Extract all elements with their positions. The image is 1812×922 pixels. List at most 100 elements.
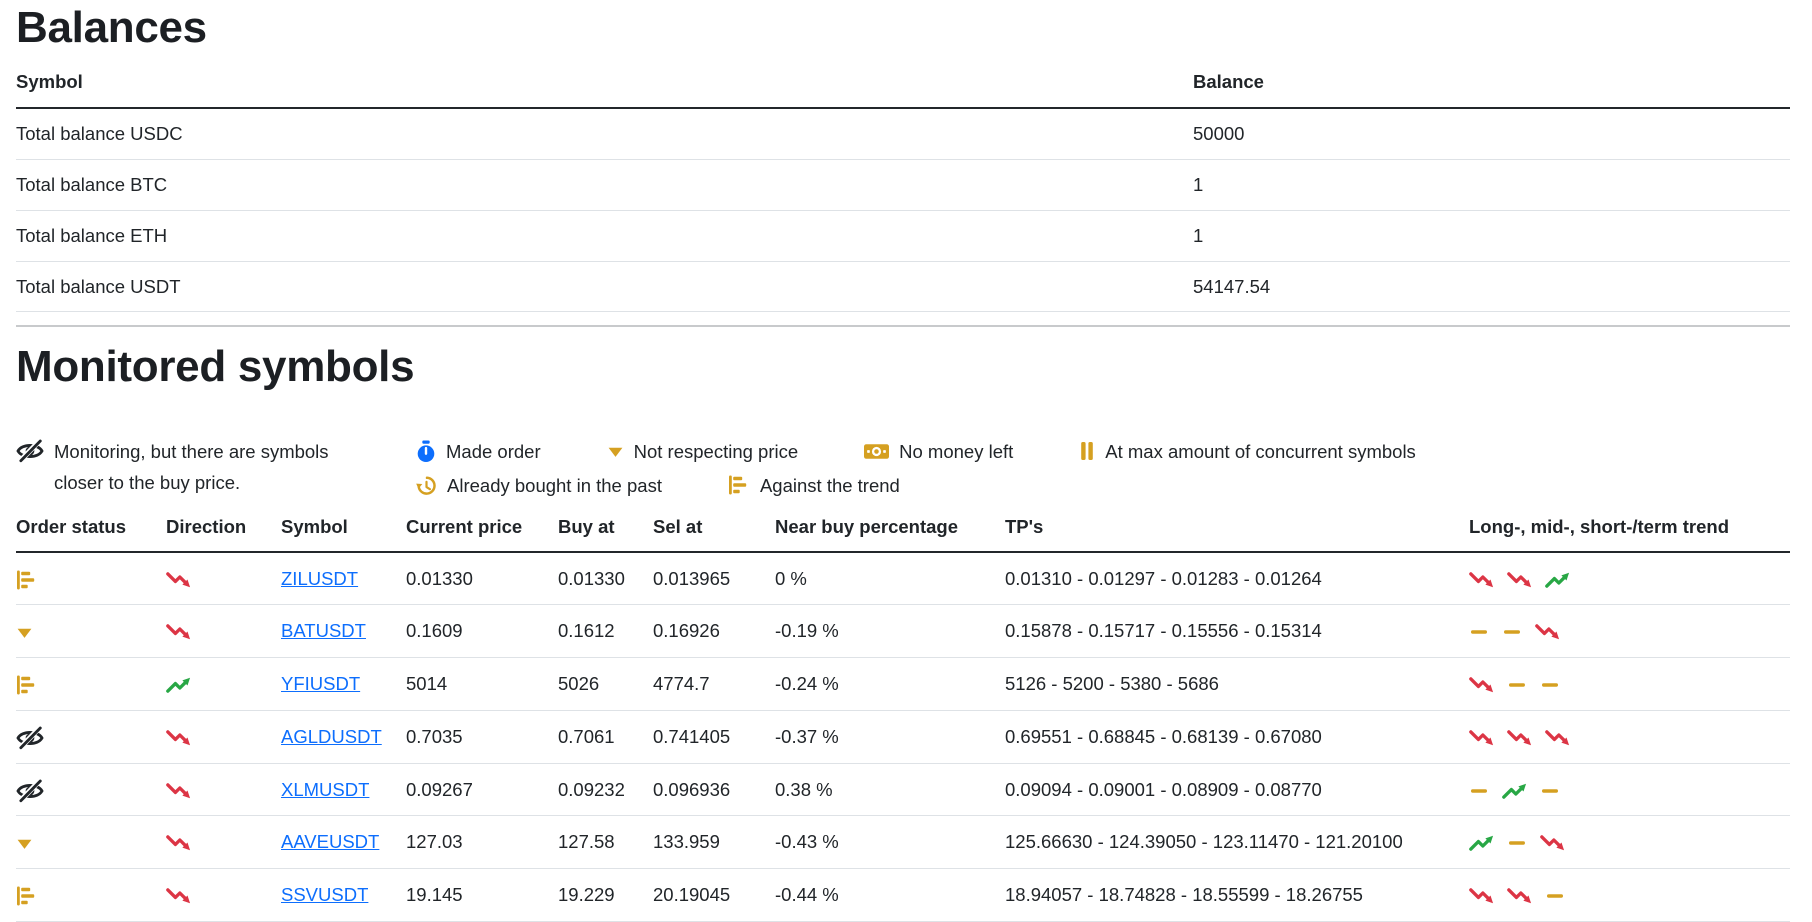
order-status-cell (16, 710, 166, 764)
symbol-link[interactable]: SSVUSDT (281, 884, 369, 906)
trend-column-header: Long-, mid-, short-/term trend (1469, 502, 1790, 553)
symbol-cell: SSVUSDT (281, 868, 406, 922)
balance-value-cell: 1 (1193, 210, 1790, 262)
legend-label: Against the trend (759, 474, 900, 496)
current-price-cell: 0.01330 (406, 551, 558, 606)
direction-cell (166, 710, 281, 764)
trend-down-icon (1469, 675, 1496, 695)
buy-at-cell: 5026 (558, 657, 653, 711)
sel-at-cell: 0.013965 (653, 551, 775, 606)
trend-down-icon (1507, 728, 1534, 748)
trend-down-icon (166, 728, 193, 748)
trend-down-icon (166, 570, 193, 590)
near-buy-percentage-cell: -0.19 % (775, 604, 1005, 659)
table-row: Total balance USDC 50000 (16, 108, 1790, 161)
trend-down-icon (1507, 570, 1534, 590)
money-icon (864, 436, 890, 467)
legend-label: Already bought in the past (447, 474, 662, 496)
chart-bars-icon (16, 885, 38, 907)
trend-flat-icon (1540, 781, 1562, 801)
symbol-cell: AAVEUSDT (281, 815, 406, 870)
direction-cell (166, 657, 281, 711)
direction-cell (166, 604, 281, 659)
stopwatch-icon (416, 436, 436, 467)
eye-slash-icon (16, 778, 44, 803)
trend-up-icon (1502, 781, 1529, 801)
legend-item-not-respecting-price: Not respecting price (607, 436, 798, 467)
order-status-cell (16, 604, 166, 659)
current-price-cell: 0.7035 (406, 710, 558, 764)
eye-slash-icon (16, 436, 44, 467)
order-status-column-header: Order status (16, 502, 166, 553)
table-row: Total balance BTC 1 (16, 159, 1790, 211)
trend-cell (1469, 604, 1790, 659)
current-price-cell: 0.1609 (406, 604, 558, 659)
trend-down-icon (1535, 622, 1562, 642)
symbol-link[interactable]: AAVEUSDT (281, 831, 380, 853)
symbol-link[interactable]: XLMUSDT (281, 778, 370, 800)
near-buy-percentage-cell: -0.43 % (775, 815, 1005, 870)
balance-value-cell: 50000 (1193, 108, 1790, 161)
balance-value-cell: 1 (1193, 159, 1790, 211)
trend-cell (1469, 710, 1790, 764)
direction-cell (166, 763, 281, 817)
tps-cell: 0.15878 - 0.15717 - 0.15556 - 0.15314 (1005, 604, 1469, 659)
buy-at-column-header: Buy at (558, 502, 653, 553)
trend-flat-icon (1540, 675, 1562, 695)
direction-cell (166, 815, 281, 870)
legend-item-against-the-trend: Against the trend (728, 470, 900, 501)
near-buy-percentage-cell: -0.44 % (775, 868, 1005, 922)
legend-item-made-order: Made order (416, 436, 541, 467)
chart-bars-icon (728, 470, 750, 501)
symbol-cell: AGLDUSDT (281, 710, 406, 764)
trend-up-icon (1545, 570, 1572, 590)
trend-down-icon (166, 833, 193, 853)
current-price-cell: 5014 (406, 657, 558, 711)
tps-cell: 18.94057 - 18.74828 - 18.55599 - 18.2675… (1005, 868, 1469, 922)
trend-cell (1469, 551, 1790, 606)
symbol-link[interactable]: AGLDUSDT (281, 725, 382, 747)
section-divider (16, 325, 1790, 328)
pause-icon (1079, 436, 1095, 467)
trend-down-icon (1469, 570, 1496, 590)
symbol-link[interactable]: YFIUSDT (281, 673, 361, 695)
sel-at-cell: 20.19045 (653, 868, 775, 922)
symbol-column-header: Symbol (16, 55, 1193, 110)
trend-cell (1469, 763, 1790, 817)
symbol-link[interactable]: ZILUSDT (281, 567, 359, 589)
table-row: YFIUSDT 5014 5026 4774.7 -0.24 % 5126 - … (16, 657, 1790, 711)
table-row: AGLDUSDT 0.7035 0.7061 0.741405 -0.37 % … (16, 710, 1790, 764)
direction-cell (166, 868, 281, 922)
trend-down-icon (1540, 833, 1567, 853)
trend-flat-icon (1469, 781, 1491, 801)
trend-down-icon (166, 886, 193, 906)
balances-title: Balances (16, 3, 207, 52)
buy-at-cell: 0.7061 (558, 710, 653, 764)
trend-up-icon (1469, 833, 1496, 853)
near-buy-percentage-column-header: Near buy percentage (775, 502, 1005, 553)
table-row: XLMUSDT 0.09267 0.09232 0.096936 0.38 % … (16, 763, 1790, 817)
chart-bars-icon (16, 569, 38, 591)
trend-down-icon (1507, 886, 1534, 906)
table-row: Total balance USDT 54147.54 (16, 261, 1790, 313)
legend-label: No money left (899, 440, 1014, 462)
tps-cell: 0.09094 - 0.09001 - 0.08909 - 0.08770 (1005, 763, 1469, 817)
trend-down-icon (166, 781, 193, 801)
buy-at-cell: 19.229 (558, 868, 653, 922)
table-row: SSVUSDT 19.145 19.229 20.19045 -0.44 % 1… (16, 868, 1790, 922)
legend: Monitoring, but there are symbols closer… (16, 436, 1790, 501)
trend-down-icon (1545, 728, 1572, 748)
balance-column-header: Balance (1193, 55, 1790, 110)
near-buy-percentage-cell: 0 % (775, 551, 1005, 606)
legend-label: Monitoring, but there are symbols closer… (54, 440, 329, 493)
balances-header-row: Symbol Balance (16, 55, 1790, 110)
direction-column-header: Direction (166, 502, 281, 553)
tps-cell: 5126 - 5200 - 5380 - 5686 (1005, 657, 1469, 711)
trend-cell (1469, 868, 1790, 922)
tps-cell: 125.66630 - 124.39050 - 123.11470 - 121.… (1005, 815, 1469, 870)
trend-flat-icon (1469, 622, 1491, 642)
symbol-link[interactable]: BATUSDT (281, 620, 366, 642)
legend-item-monitoring: Monitoring, but there are symbols closer… (16, 436, 346, 498)
near-buy-percentage-cell: -0.37 % (775, 710, 1005, 764)
table-row: AAVEUSDT 127.03 127.58 133.959 -0.43 % 1… (16, 815, 1790, 870)
